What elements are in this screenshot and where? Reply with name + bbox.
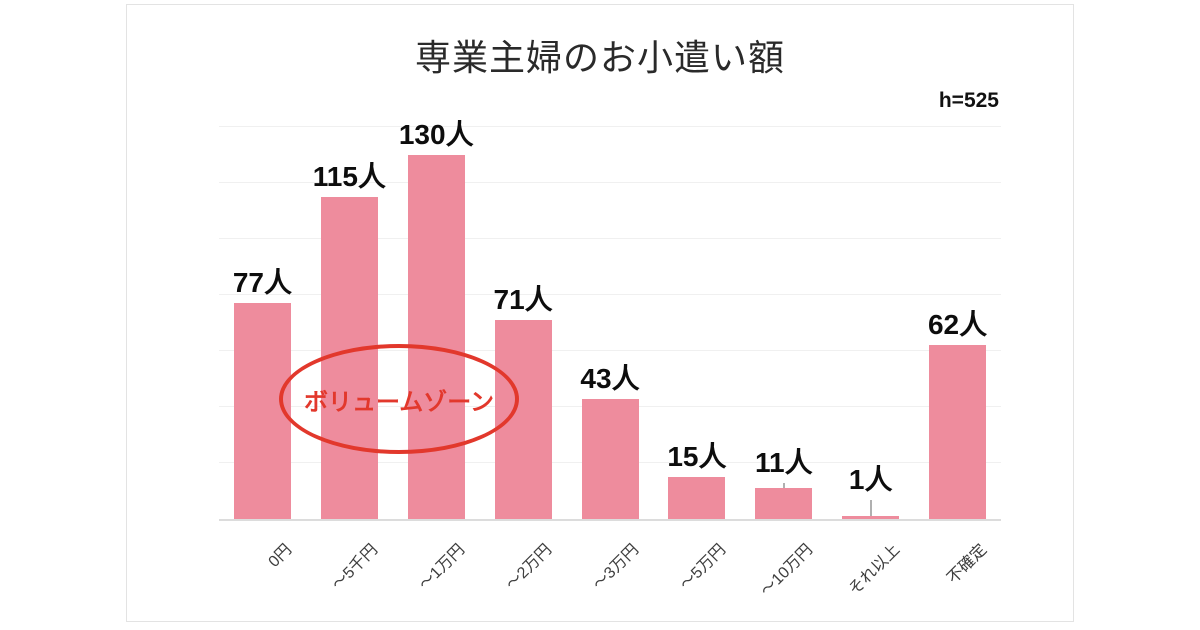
plot-area: 77人 115人 130人 71人 43人 15人 11人 1人 62人 [219, 119, 1001, 521]
x-slot-7: ～10万円 [740, 525, 827, 625]
bar-value-label: 1人 [848, 464, 893, 495]
volume-zone-label: ボリュームゾーン [303, 388, 495, 416]
x-axis-label: 不確定 [943, 541, 990, 588]
x-slot-2: ～5千円 [306, 525, 393, 625]
bar-slot-5: 43人 [567, 119, 654, 519]
x-slot-3: ～1万円 [393, 525, 480, 625]
x-axis-label: 0円 [265, 541, 295, 571]
chart-card: 専業主婦のお小遣い額 h=525 77人 115人 130人 71人 43人 15人 11人… [126, 4, 1074, 622]
x-slot-4: ～2万円 [480, 525, 567, 625]
x-axis-label: ～5千円 [329, 541, 382, 594]
gridline-60 [219, 350, 1001, 351]
bar-slot-4: 71人 [480, 119, 567, 519]
x-axis-label: ～10万円 [757, 541, 817, 600]
x-axis-label: それ以上 [845, 541, 903, 599]
x-axis-label: ～5万円 [676, 541, 730, 594]
label-leader-line [869, 500, 872, 516]
x-axis-labels: 0円 ～5千円 ～1万円 ～2万円 ～3万円 ～5万円 ～10万円 それ以上 不確定 [219, 525, 1001, 625]
bar-value-label: 71人 [493, 284, 553, 315]
bar-value-label: 77人 [232, 267, 293, 298]
bar-不確定 [929, 345, 987, 519]
bar-～3万円 [581, 399, 639, 519]
bar-value-label: 115人 [312, 161, 386, 192]
bar-value-label: 130人 [398, 119, 474, 150]
gridline-140 [219, 126, 1001, 127]
label-leader-line [782, 483, 785, 488]
bar-slot-6: 15人 [653, 119, 740, 519]
x-slot-6: ～5万円 [653, 525, 740, 625]
bar-value-label: 43人 [580, 363, 640, 394]
bar-slot-8: 1人 [827, 119, 914, 519]
x-slot-8: それ以上 [827, 525, 914, 625]
x-slot-5: ～3万円 [567, 525, 654, 625]
bar-～10万円 [755, 488, 813, 519]
chart-title: 専業主婦のお小遣い額 [414, 37, 785, 78]
bar-slot-1: 77人 [219, 119, 306, 519]
bar-value-label: 15人 [667, 441, 727, 472]
x-slot-9: 不確定 [914, 525, 1001, 625]
gridline-100 [219, 238, 1001, 239]
bar-slot-2: 115人 [306, 119, 393, 519]
bar-value-label: 62人 [927, 309, 988, 340]
sample-size-label: h=525 [938, 89, 999, 112]
x-axis-label: ～1万円 [416, 541, 469, 594]
gridline-120 [219, 182, 1001, 183]
bar-～5万円 [668, 477, 726, 519]
x-axis-label: ～3万円 [590, 541, 643, 594]
volume-zone-ellipse: ボリュームゾーン [279, 344, 519, 454]
bar-value-label: 11人 [754, 447, 813, 478]
x-axis-label: ～2万円 [503, 541, 556, 594]
x-slot-1: 0円 [219, 525, 306, 625]
bar-slot-3: 130人 [393, 119, 480, 519]
gridline-80 [219, 294, 1001, 295]
bar-それ以上 [842, 516, 900, 519]
bar-slot-7: 11人 [740, 119, 827, 519]
bar-～1万円 [407, 155, 465, 519]
bar-slot-9: 62人 [914, 119, 1001, 519]
bars-row: 77人 115人 130人 71人 43人 15人 11人 1人 62人 [219, 119, 1001, 519]
